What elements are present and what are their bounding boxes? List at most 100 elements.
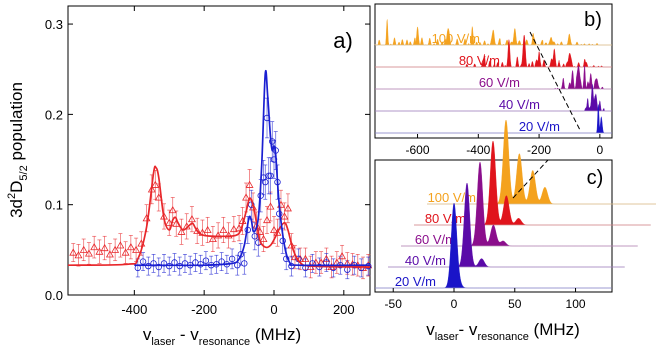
panel-b-label: b): [584, 9, 602, 31]
ylabel-mid: D: [7, 181, 26, 193]
data-point-circle: [251, 233, 258, 240]
data-point-circle: [155, 263, 162, 271]
data-point-circle: [265, 172, 272, 179]
panel-b-trend-line: [529, 31, 581, 131]
x-tick-label: -400: [466, 143, 490, 157]
data-point-triangle: [249, 203, 258, 211]
data-point-circle: [228, 255, 236, 263]
data-point-triangle: [273, 228, 282, 236]
c-xlabel-sub-laser: laser: [435, 331, 459, 343]
c-xlabel-sub-resonance: resonance: [477, 331, 528, 343]
xlabel-unit: (MHz): [250, 325, 301, 344]
a-x-tick-label: 0: [270, 302, 277, 317]
data-point-triangle: [121, 248, 130, 256]
data-point-triangle: [287, 241, 296, 249]
a-y-tick-label: 0.1: [45, 198, 63, 213]
a-y-tick-label: 0.2: [45, 107, 63, 122]
data-point-triangle: [151, 180, 160, 188]
series-label: 80 V/m: [425, 211, 466, 226]
a-x-tick-label: -400: [121, 302, 147, 317]
data-point-triangle: [219, 225, 228, 234]
data-point-triangle: [74, 251, 83, 259]
ylabel-main: 3d: [7, 199, 26, 218]
data-point-triangle: [322, 254, 331, 262]
data-point-triangle: [84, 249, 93, 257]
data-point-triangle: [263, 215, 271, 224]
data-point-triangle: [90, 243, 99, 251]
data-point-circle: [267, 172, 274, 179]
data-point-triangle: [224, 231, 233, 239]
data-point-triangle: [301, 254, 310, 262]
series-label: 100 V/m: [428, 190, 476, 205]
xlabel-nu: v: [143, 325, 152, 344]
x-tick-label: -50: [385, 297, 403, 311]
data-point-circle: [262, 178, 269, 186]
panel-c: 100 V/m 80 V/m 60 V/m 40 V/m 20 V/m -50 0 50 10…: [374, 119, 656, 343]
panel-c-traces: 100 V/m 80 V/m 60 V/m 40 V/m 20 V/m: [375, 119, 656, 289]
data-point-triangle: [242, 193, 251, 201]
data-point-triangle: [229, 224, 238, 233]
x-tick-label: 50: [508, 297, 522, 311]
a-y-tick-label: 0.3: [45, 17, 63, 32]
series-label: 40 V/m: [499, 97, 540, 112]
data-point-triangle: [283, 204, 292, 212]
data-point-triangle: [132, 245, 141, 253]
data-point-triangle: [168, 205, 177, 214]
series-label: 20 V/m: [395, 274, 436, 289]
data-point-circle: [160, 260, 168, 267]
panel-a-frame: [67, 5, 371, 296]
data-point-triangle: [203, 225, 212, 234]
data-point-circle: [241, 260, 248, 267]
data-point-triangle: [245, 180, 254, 188]
panel-a: -400 -200 0 200 0.0 0.1 0.2 0.3 a) 3d2D5/2 popu…: [6, 5, 373, 348]
panel-c-trend-line: [512, 159, 549, 199]
panel-c-ticks: -50 0 50 100: [385, 288, 586, 311]
panel-b: 100 V/m 80 V/m 60 V/m 40 V/m 20 V/m -600 -400…: [374, 3, 613, 157]
data-point-circle: [150, 260, 157, 267]
fit-line-blue: [134, 70, 371, 267]
data-point-triangle: [69, 248, 78, 256]
data-point-circle: [197, 261, 204, 268]
data-point-circle: [269, 138, 276, 145]
x-tick-label: 0: [451, 297, 458, 311]
x-tick-label: 0: [597, 143, 604, 157]
ylabel-tail: population: [7, 82, 26, 165]
a-x-tick-label: 200: [333, 302, 355, 317]
x-tick-label: -600: [406, 143, 430, 157]
fit-line-red: [67, 165, 371, 268]
panel-a-xlabel: vlaser - vresonance (MHz): [143, 325, 301, 348]
series-label: 100 V/m: [432, 31, 480, 46]
series-label: 60 V/m: [415, 232, 456, 247]
series-label: 80 V/m: [459, 53, 500, 68]
data-point-triangle: [259, 234, 268, 243]
data-point-triangle: [266, 202, 275, 210]
series-label: 60 V/m: [479, 75, 520, 90]
panel-a-ticks: -400 -200 0 200 0.0 0.1 0.2 0.3: [45, 6, 370, 317]
ylabel-sup: 2: [6, 193, 18, 199]
data-point-triangle: [105, 250, 114, 258]
data-point-triangle: [208, 234, 217, 243]
ylabel-sub: 5/2: [18, 165, 30, 180]
data-point-triangle: [280, 212, 289, 220]
data-point-triangle: [79, 245, 88, 253]
data-point-triangle: [95, 247, 104, 255]
c-xlabel-minus-nu: - v: [459, 320, 478, 339]
data-point-triangle: [116, 241, 125, 249]
panel-a-error-bars: [71, 97, 371, 280]
series-label: 20 V/m: [519, 119, 560, 134]
data-point-triangle: [126, 243, 135, 251]
panel-b-traces: 100 V/m 80 V/m 60 V/m 40 V/m 20 V/m: [374, 19, 612, 134]
panel-c-label: c): [587, 167, 604, 189]
a-y-tick-label: 0.0: [45, 288, 63, 303]
panel-b-frame: [374, 3, 613, 139]
panel-a-fit-lines: [67, 70, 371, 268]
data-point-triangle: [193, 226, 202, 234]
panel-b-ticks: -600 -400 -200 0: [406, 134, 604, 157]
data-point-triangle: [177, 227, 186, 235]
data-point-triangle: [100, 243, 109, 252]
xlabel-sub-laser: laser: [151, 336, 175, 348]
x-tick-label: -200: [527, 143, 551, 157]
data-point-triangle: [165, 218, 174, 226]
data-point-triangle: [187, 215, 196, 223]
